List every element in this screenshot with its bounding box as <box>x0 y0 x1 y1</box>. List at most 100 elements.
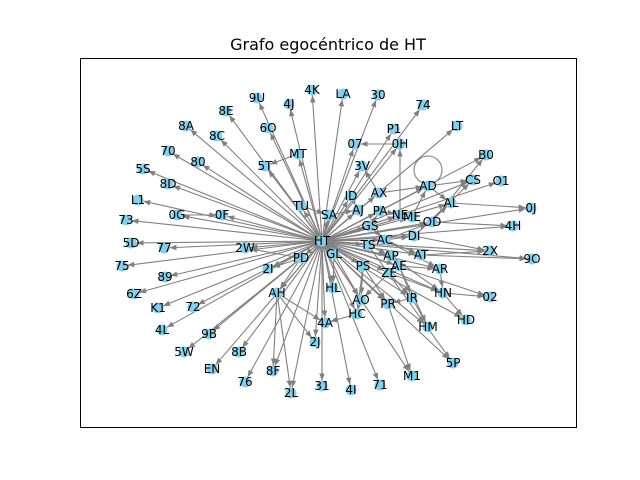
node-HL <box>327 282 339 294</box>
node-label-2I: 2I <box>262 262 273 276</box>
node-label-AC: AC <box>377 233 393 247</box>
node-8A <box>180 120 192 132</box>
node-L1 <box>132 194 144 206</box>
edge-DI-2X <box>413 235 485 252</box>
edge-AH-4A <box>276 292 321 321</box>
edge-AC-OD <box>384 223 428 241</box>
node-label-L1: L1 <box>131 193 145 207</box>
edge-HT-5S <box>147 170 323 242</box>
node-ID <box>345 190 357 202</box>
node-label-30: 30 <box>370 88 385 102</box>
edge-HT-73 <box>131 218 323 242</box>
edge-HT-3V <box>321 170 360 242</box>
node-label-HC: HC <box>348 307 365 321</box>
edge-HT-HN <box>321 240 439 292</box>
edge-HT-4J <box>289 109 323 242</box>
node-O1 <box>495 175 507 187</box>
node-label-PA: PA <box>373 204 388 218</box>
edge-HT-72 <box>197 240 323 305</box>
node-73 <box>120 214 132 226</box>
node-label-89: 89 <box>157 270 172 284</box>
edge-HT-AJ <box>321 213 355 242</box>
edge-HT-GS <box>321 227 365 242</box>
node-label-DI: DI <box>408 229 421 243</box>
node-AT <box>415 249 427 261</box>
edge-HT-M1 <box>321 240 410 372</box>
node-3V <box>356 160 368 172</box>
figure-title: Grafo egocéntrico de HT <box>230 35 426 54</box>
node-label-HM: HM <box>418 320 437 334</box>
edge-ZE-HN <box>388 272 439 292</box>
node-4I <box>345 384 357 396</box>
node-6Z <box>128 288 140 300</box>
node-4J <box>283 98 295 110</box>
node-8F <box>267 365 279 377</box>
node-label-75: 75 <box>114 259 129 273</box>
node-75 <box>116 260 128 272</box>
edge-HT-70 <box>172 153 323 242</box>
node-LT <box>451 120 463 132</box>
node-label-AR: AR <box>432 262 449 276</box>
node-8B <box>233 346 245 358</box>
node-label-6Z: 6Z <box>126 287 142 301</box>
node-label-HT: HT <box>314 234 331 248</box>
edge-AH-8F <box>270 292 278 366</box>
node-label-EN: EN <box>204 362 221 376</box>
edge-HT-0F <box>227 215 323 242</box>
node-5P <box>447 357 459 369</box>
edge-AC-AR <box>384 239 436 267</box>
node-label-8D: 8D <box>160 177 177 191</box>
node-label-5P: 5P <box>446 356 461 370</box>
node-label-HD: HD <box>457 313 475 327</box>
node-label-AT: AT <box>414 248 429 262</box>
node-2I <box>262 263 274 275</box>
edge-OD-4H <box>431 221 508 229</box>
edge-HT-0G <box>182 214 323 242</box>
node-72 <box>187 301 199 313</box>
edge-HT-4I <box>321 240 352 385</box>
edge-HT-0H <box>321 147 397 242</box>
node-label-5T: 5T <box>258 159 274 173</box>
node-AL <box>445 197 457 209</box>
edge-HT-8F <box>274 240 323 367</box>
node-AR <box>434 263 446 275</box>
node-30 <box>372 89 384 101</box>
edge-HT-ID <box>321 200 349 242</box>
node-2J <box>309 336 321 348</box>
node-label-74: 74 <box>415 98 430 112</box>
node-LA <box>337 88 349 100</box>
node-PS <box>357 260 369 272</box>
plot-frame <box>80 58 577 428</box>
node-label-LT: LT <box>451 119 464 133</box>
node-label-TU: TU <box>292 199 309 213</box>
node-label-0H: 0H <box>392 137 409 151</box>
node-GL <box>328 248 340 260</box>
edge-PR-M1 <box>387 303 411 371</box>
node-6O <box>262 122 274 134</box>
node-EN <box>206 363 218 375</box>
node-5S <box>137 163 149 175</box>
node-70 <box>162 145 174 157</box>
node-label-4L: 4L <box>155 323 170 337</box>
edge-HT-89 <box>170 240 323 277</box>
node-label-PD: PD <box>293 251 309 265</box>
node-AJ <box>352 204 364 216</box>
node-label-AD: AD <box>419 179 436 193</box>
edge-HT-5D <box>136 240 323 246</box>
edge-HT-CS <box>321 181 469 242</box>
node-TU <box>295 200 307 212</box>
edge-HT-MT <box>298 159 323 242</box>
node-B0 <box>480 149 492 161</box>
edge-AH-2L <box>276 292 293 388</box>
node-0J <box>525 202 537 214</box>
node-TS <box>362 239 374 251</box>
node-label-0G: 0G <box>169 208 186 222</box>
node-label-3V: 3V <box>354 159 371 173</box>
edge-HT-8A <box>189 129 323 242</box>
node-label-OD: OD <box>423 215 442 229</box>
node-CS <box>467 174 479 186</box>
node-4A <box>319 317 331 329</box>
node-label-9B: 9B <box>201 327 217 341</box>
edge-AH-2J <box>276 292 313 338</box>
